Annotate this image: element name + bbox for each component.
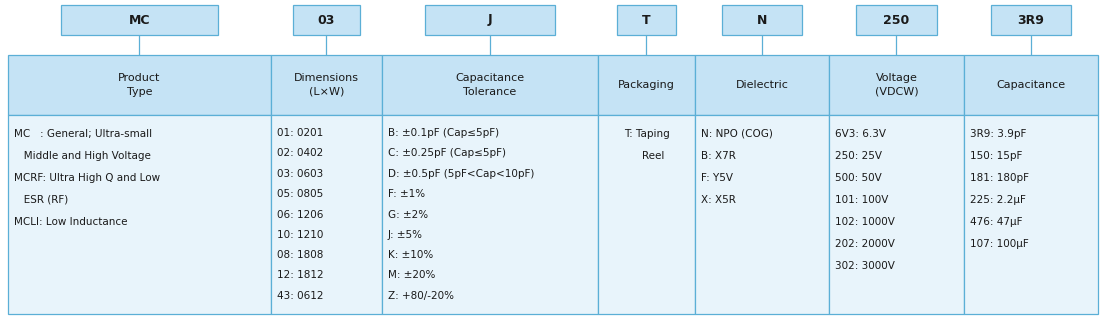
Bar <box>830 115 963 314</box>
Bar <box>695 115 830 314</box>
Text: 3R9: 3R9 <box>1018 13 1044 26</box>
Text: Voltage
(VDCW): Voltage (VDCW) <box>875 73 918 97</box>
Text: 107: 100μF: 107: 100μF <box>970 239 1029 249</box>
Text: 250: 25V: 250: 25V <box>835 151 883 161</box>
Text: MCRF: Ultra High Q and Low: MCRF: Ultra High Q and Low <box>14 173 160 183</box>
Text: N: N <box>757 13 768 26</box>
Text: 01: 0201: 01: 0201 <box>276 128 323 138</box>
Text: T: T <box>643 13 650 26</box>
Text: MCLI: Low Inductance: MCLI: Low Inductance <box>14 217 127 227</box>
Bar <box>830 55 963 115</box>
Text: Capacitance: Capacitance <box>997 80 1065 90</box>
Text: B: X7R: B: X7R <box>701 151 735 161</box>
Text: Packaging: Packaging <box>618 80 675 90</box>
Text: Z: +80/-20%: Z: +80/-20% <box>388 291 453 301</box>
Text: X: X5R: X: X5R <box>701 195 735 205</box>
Text: T: Taping: T: Taping <box>624 129 669 139</box>
Text: 05: 0805: 05: 0805 <box>276 189 323 199</box>
Bar <box>617 5 676 35</box>
Text: 302: 3000V: 302: 3000V <box>835 261 895 271</box>
Text: 150: 15pF: 150: 15pF <box>970 151 1022 161</box>
Bar <box>963 55 1098 115</box>
Text: 06: 1206: 06: 1206 <box>276 210 323 219</box>
Text: N: NPO (COG): N: NPO (COG) <box>701 129 773 139</box>
Bar <box>271 115 382 314</box>
Text: D: ±0.5pF (5pF<Cap<10pF): D: ±0.5pF (5pF<Cap<10pF) <box>388 169 534 179</box>
Bar <box>382 55 598 115</box>
Text: 181: 180pF: 181: 180pF <box>970 173 1029 183</box>
Text: 43: 0612: 43: 0612 <box>276 291 323 301</box>
Text: Dielectric: Dielectric <box>735 80 789 90</box>
Bar <box>425 5 555 35</box>
Text: M: ±20%: M: ±20% <box>388 271 436 280</box>
Bar <box>856 5 937 35</box>
Text: Product
Type: Product Type <box>118 73 160 97</box>
Text: Middle and High Voltage: Middle and High Voltage <box>14 151 150 161</box>
Text: J: ±5%: J: ±5% <box>388 230 422 240</box>
Text: 03: 03 <box>317 13 335 26</box>
Text: Dimensions
(L×W): Dimensions (L×W) <box>294 73 358 97</box>
Bar <box>8 115 271 314</box>
Bar <box>991 5 1071 35</box>
Text: G: ±2%: G: ±2% <box>388 210 428 219</box>
Text: J: J <box>488 13 492 26</box>
Bar <box>963 115 1098 314</box>
Text: 08: 1808: 08: 1808 <box>276 250 323 260</box>
Text: 12: 1812: 12: 1812 <box>276 271 323 280</box>
Text: F: ±1%: F: ±1% <box>388 189 425 199</box>
Text: C: ±0.25pF (Cap≤5pF): C: ±0.25pF (Cap≤5pF) <box>388 149 505 158</box>
Text: Capacitance
Tolerance: Capacitance Tolerance <box>456 73 524 97</box>
Text: B: ±0.1pF (Cap≤5pF): B: ±0.1pF (Cap≤5pF) <box>388 128 499 138</box>
Text: 102: 1000V: 102: 1000V <box>835 217 895 227</box>
Text: 225: 2.2μF: 225: 2.2μF <box>970 195 1025 205</box>
Bar <box>61 5 218 35</box>
Bar <box>8 55 271 115</box>
Text: 3R9: 3.9pF: 3R9: 3.9pF <box>970 129 1026 139</box>
Text: 250: 250 <box>884 13 909 26</box>
Text: 10: 1210: 10: 1210 <box>276 230 323 240</box>
Text: 02: 0402: 02: 0402 <box>276 149 323 158</box>
Text: 476: 47μF: 476: 47μF <box>970 217 1022 227</box>
Text: ESR (RF): ESR (RF) <box>14 195 69 205</box>
Bar <box>598 55 695 115</box>
Text: 03: 0603: 03: 0603 <box>276 169 323 179</box>
Text: F: Y5V: F: Y5V <box>701 173 733 183</box>
Text: MC   : General; Ultra-small: MC : General; Ultra-small <box>14 129 153 139</box>
Bar <box>293 5 359 35</box>
Text: Reel: Reel <box>629 151 664 161</box>
Bar <box>722 5 803 35</box>
Text: MC: MC <box>128 13 150 26</box>
Bar <box>695 55 830 115</box>
Bar <box>271 55 382 115</box>
Text: 6V3: 6.3V: 6V3: 6.3V <box>835 129 886 139</box>
Text: 202: 2000V: 202: 2000V <box>835 239 895 249</box>
Bar <box>382 115 598 314</box>
Text: K: ±10%: K: ±10% <box>388 250 434 260</box>
Text: 500: 50V: 500: 50V <box>835 173 883 183</box>
Text: 101: 100V: 101: 100V <box>835 195 889 205</box>
Bar <box>598 115 695 314</box>
